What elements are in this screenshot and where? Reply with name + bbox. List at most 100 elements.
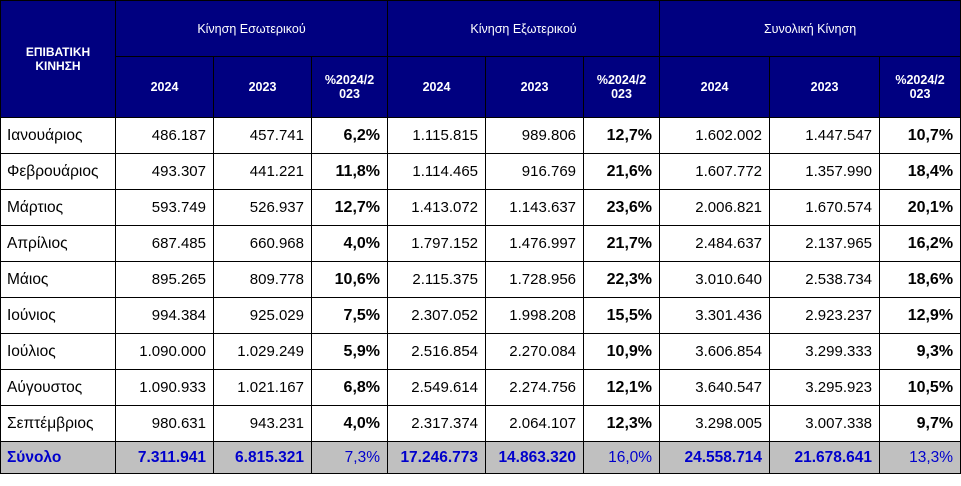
value-cell: 2.538.734 [769, 261, 881, 298]
pct-cell: 10,5% [879, 369, 961, 406]
value-cell: 593.749 [115, 189, 214, 226]
total-cell: 13,3% [879, 441, 961, 474]
value-cell: 1.447.547 [769, 117, 881, 154]
value-cell: 493.307 [115, 153, 214, 190]
pct-cell: 23,6% [583, 189, 661, 226]
month-cell: Ιανουάριος [0, 117, 116, 154]
value-cell: 1.090.000 [115, 333, 214, 370]
month-cell: Ιούλιος [0, 333, 116, 370]
table-row: Φεβρουάριος 493.307 441.221 11,8% 1.114.465 9… [0, 153, 961, 190]
pct-cell: 21,7% [583, 225, 661, 262]
value-cell: 1.602.002 [659, 117, 771, 154]
month-cell: Σεπτέμβριος [0, 405, 116, 442]
pct-cell: 5,9% [310, 333, 389, 370]
value-cell: 2.549.614 [387, 369, 487, 406]
subcol-pct-domestic: %2024/2023 [310, 56, 389, 118]
value-cell: 980.631 [115, 405, 214, 442]
table-row: Μάιος 895.265 809.778 10,6% 2.115.375 1.728.9… [0, 261, 961, 298]
total-cell: 24.558.714 [659, 441, 771, 474]
pct-cell: 10,7% [879, 117, 961, 154]
value-cell: 2.317.374 [387, 405, 487, 442]
value-cell: 3.299.333 [769, 333, 881, 370]
value-cell: 989.806 [485, 117, 585, 154]
month-cell: Αύγουστος [0, 369, 116, 406]
value-cell: 3.640.547 [659, 369, 771, 406]
value-cell: 2.270.084 [485, 333, 585, 370]
pct-cell: 21,6% [583, 153, 661, 190]
value-cell: 809.778 [213, 261, 312, 298]
value-cell: 526.937 [213, 189, 312, 226]
value-cell: 441.221 [213, 153, 312, 190]
value-cell: 1.607.772 [659, 153, 771, 190]
subcol-2024-domestic: 2024 [115, 56, 214, 118]
month-cell: Απρίλιος [0, 225, 116, 262]
pct-cell: 12,7% [310, 189, 389, 226]
value-cell: 1.476.997 [485, 225, 585, 262]
subcol-2023-international: 2023 [485, 56, 585, 118]
table-row: Σεπτέμβριος 980.631 943.231 4,0% 2.317.374 2.… [0, 405, 961, 442]
value-cell: 1.115.815 [387, 117, 487, 154]
table-row: Μάρτιος 593.749 526.937 12,7% 1.413.072 1.143… [0, 189, 961, 226]
pct-cell: 12,7% [583, 117, 661, 154]
value-cell: 3.010.640 [659, 261, 771, 298]
table-row: Ιούλιος 1.090.000 1.029.249 5,9% 2.516.854 2.… [0, 333, 961, 370]
value-cell: 1.797.152 [387, 225, 487, 262]
pct-cell: 12,1% [583, 369, 661, 406]
value-cell: 2.307.052 [387, 297, 487, 334]
subcol-2024-total: 2024 [659, 56, 771, 118]
value-cell: 2.516.854 [387, 333, 487, 370]
total-cell: 6.815.321 [213, 441, 312, 474]
value-cell: 1.413.072 [387, 189, 487, 226]
value-cell: 2.923.237 [769, 297, 881, 334]
pct-cell: 6,2% [310, 117, 389, 154]
total-cell: 7,3% [310, 441, 389, 474]
pct-cell: 4,0% [310, 225, 389, 262]
value-cell: 994.384 [115, 297, 214, 334]
value-cell: 687.485 [115, 225, 214, 262]
group-header-international: Κίνηση Εξωτερικού [387, 0, 661, 57]
value-cell: 3.606.854 [659, 333, 771, 370]
corner-header: ΕΠΙΒΑΤΙΚΗ ΚΙΝΗΣΗ [0, 0, 116, 118]
value-cell: 2.137.965 [769, 225, 881, 262]
value-cell: 486.187 [115, 117, 214, 154]
value-cell: 457.741 [213, 117, 312, 154]
subcol-2023-total: 2023 [769, 56, 881, 118]
value-cell: 3.295.923 [769, 369, 881, 406]
value-cell: 1.114.465 [387, 153, 487, 190]
pct-cell: 4,0% [310, 405, 389, 442]
subcol-2024-international: 2024 [387, 56, 487, 118]
value-cell: 1.029.249 [213, 333, 312, 370]
value-cell: 3.301.436 [659, 297, 771, 334]
corner-label: ΕΠΙΒΑΤΙΚΗ ΚΙΝΗΣΗ [25, 45, 91, 73]
value-cell: 925.029 [213, 297, 312, 334]
table-row: Ιανουάριος 486.187 457.741 6,2% 1.115.815 989… [0, 117, 961, 154]
total-cell: 17.246.773 [387, 441, 487, 474]
value-cell: 1.143.637 [485, 189, 585, 226]
pct-cell: 12,9% [879, 297, 961, 334]
subcol-pct-international: %2024/2023 [583, 56, 661, 118]
pct-cell: 15,5% [583, 297, 661, 334]
value-cell: 3.298.005 [659, 405, 771, 442]
pct-cell: 9,3% [879, 333, 961, 370]
pct-cell: 18,4% [879, 153, 961, 190]
pct-cell: 10,9% [583, 333, 661, 370]
value-cell: 1.670.574 [769, 189, 881, 226]
value-cell: 1.728.956 [485, 261, 585, 298]
value-cell: 895.265 [115, 261, 214, 298]
total-cell: 21.678.641 [769, 441, 881, 474]
total-label: Σύνολο [0, 441, 116, 474]
pct-cell: 20,1% [879, 189, 961, 226]
pct-cell: 7,5% [310, 297, 389, 334]
total-row: Σύνολο 7.311.941 6.815.321 7,3% 17.246.7… [0, 441, 961, 474]
total-cell: 14.863.320 [485, 441, 585, 474]
month-cell: Μάιος [0, 261, 116, 298]
table-row: Ιούνιος 994.384 925.029 7,5% 2.307.052 1.998.… [0, 297, 961, 334]
subcol-2023-domestic: 2023 [213, 56, 312, 118]
value-cell: 1.021.167 [213, 369, 312, 406]
value-cell: 1.998.208 [485, 297, 585, 334]
value-cell: 943.231 [213, 405, 312, 442]
month-cell: Ιούνιος [0, 297, 116, 334]
value-cell: 1.090.933 [115, 369, 214, 406]
pct-cell: 12,3% [583, 405, 661, 442]
subcol-pct-total: %2024/2023 [879, 56, 961, 118]
